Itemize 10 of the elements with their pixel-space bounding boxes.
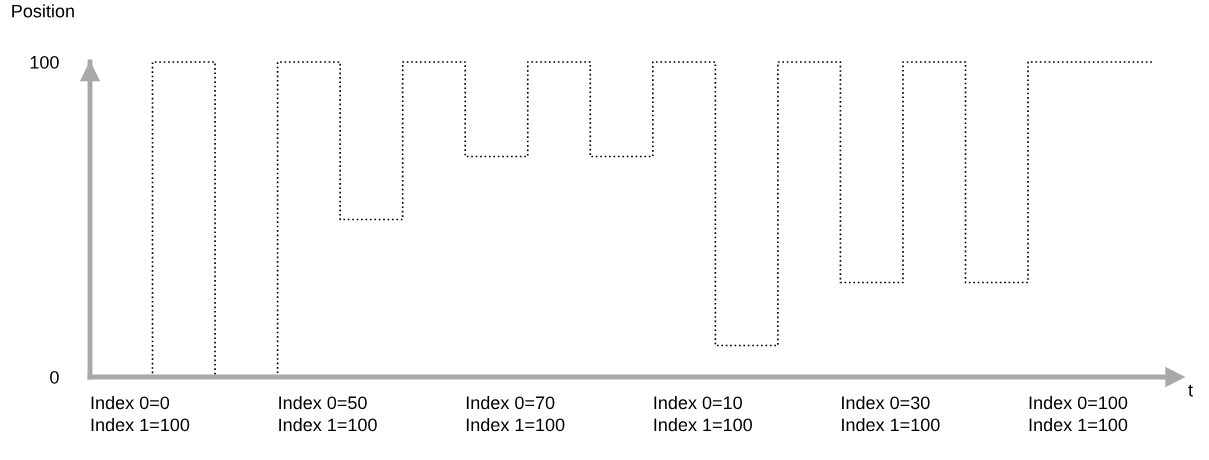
text: Index 0=70 Index 1=100 <box>466 395 565 432</box>
text: Index 0=30 Index 1=100 <box>842 395 940 432</box>
text: Index 0=100 Index 1=100 <box>1029 395 1128 432</box>
y-axis-title: Position <box>12 4 74 18</box>
y-tick-label: 100 <box>30 55 59 69</box>
x-axis-title: t <box>1188 384 1193 397</box>
text: Index 0=10 Index 1=100 <box>654 395 753 432</box>
text: Index 0=0 Index 1=100 <box>91 395 190 432</box>
y-tick-label: 0 <box>50 370 59 384</box>
text: Index 0=50 Index 1=100 <box>279 395 377 432</box>
